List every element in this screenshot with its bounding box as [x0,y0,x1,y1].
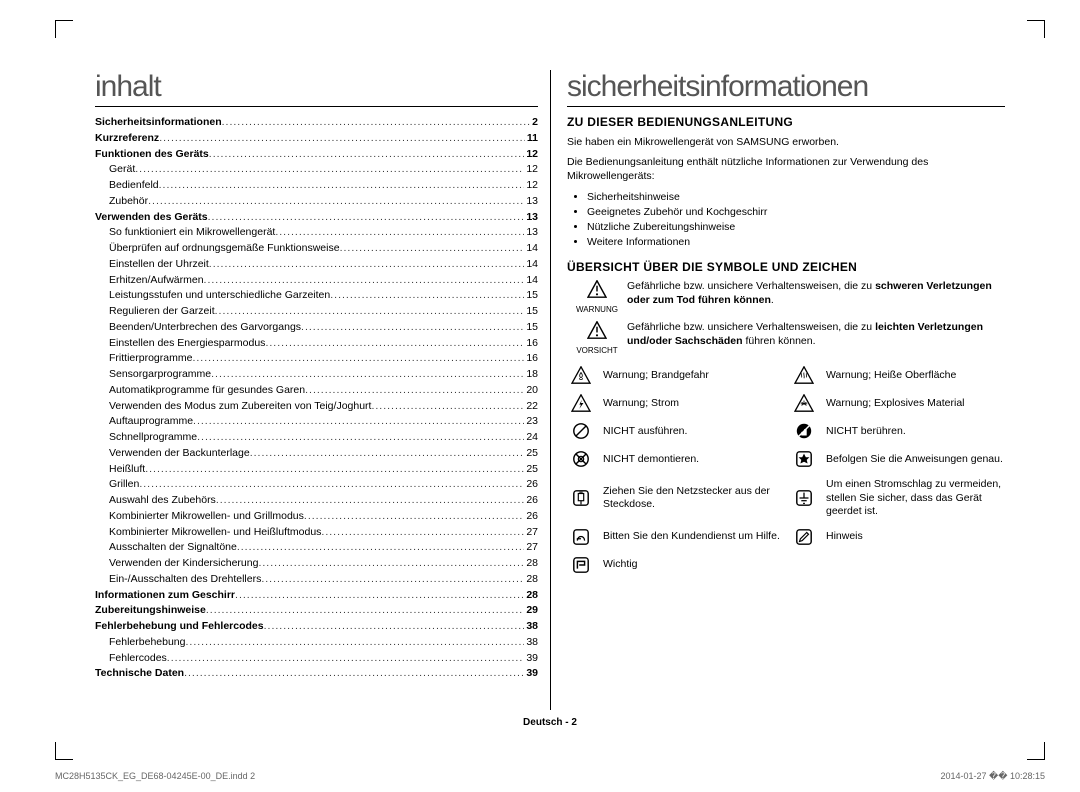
important-icon [567,556,595,574]
crop-mark [1027,20,1045,38]
electric-icon [567,394,595,412]
vorsicht-icon: VORSICHT [567,321,627,356]
no-touch-icon [790,422,818,440]
explosive-icon [790,394,818,412]
toc-row: Kombinierter Mikrowellen- und Heißluftmo… [95,525,538,541]
meta-date: 2014-01-27 �� 10:28:15 [940,771,1045,782]
heading-sicherheit: sicherheitsinformationen [567,70,1005,107]
toc-row: Gerät 12 [95,162,538,178]
toc-row: Frittierprogramme 16 [95,351,538,367]
toc-row: Einstellen des Energiesparmodus 16 [95,336,538,352]
heading-inhalt: inhalt [95,70,538,107]
toc-row: Auftauprogramme 23 [95,414,538,430]
vorsicht-text: Gefährliche bzw. unsichere Verhaltenswei… [627,321,1005,356]
symbol-label: Warnung; Brandgefahr [603,369,782,382]
page-frame: inhalt Sicherheitsinformationen 2Kurzref… [55,20,1045,760]
symbol-label: Bitten Sie den Kundendienst um Hilfe. [603,530,782,543]
toc-row: Zubehör 13 [95,194,538,210]
symbol-label: NICHT berühren. [826,425,1005,438]
bullet-item: Weitere Informationen [587,235,1005,250]
toc-row: Ausschalten der Signaltöne 27 [95,540,538,556]
toc-row: Fehlerbehebung 38 [95,635,538,651]
right-column: sicherheitsinformationen ZU DIESER BEDIE… [550,70,1005,710]
content-columns: inhalt Sicherheitsinformationen 2Kurzref… [95,70,1005,710]
no-disassemble-icon [567,450,595,468]
toc-row: Fehlercodes 39 [95,651,538,667]
no-action-icon [567,422,595,440]
vorsicht-label: VORSICHT [567,346,627,356]
bullet-item: Nützliche Zubereitungshinweise [587,220,1005,235]
crop-mark [55,742,73,760]
toc-row: Sensorgarprogramme 18 [95,367,538,383]
toc-row: Fehlerbehebung und Fehlercodes 38 [95,619,538,635]
symbol-label: Hinweis [826,530,1005,543]
toc-row: Kurzreferenz 11 [95,131,538,147]
bullet-list: SicherheitshinweiseGeeignetes Zubehör un… [567,190,1005,251]
hot-surface-icon [790,366,818,384]
fire-icon [567,366,595,384]
toc-row: Ein-/Ausschalten des Drehtellers 28 [95,572,538,588]
toc-row: Kombinierter Mikrowellen- und Grillmodus… [95,509,538,525]
toc-row: So funktioniert ein Mikrowellengerät 13 [95,225,538,241]
symbol-label: NICHT demontieren. [603,453,782,466]
toc-row: Verwenden der Backunterlage 25 [95,446,538,462]
toc-row: Überprüfen auf ordnungsgemäße Funktionsw… [95,241,538,257]
warnung-label: WARNUNG [567,305,627,315]
page-footer: Deutsch - 2 [55,717,1045,728]
warnung-text: Gefährliche bzw. unsichere Verhaltenswei… [627,280,1005,315]
bullet-item: Sicherheitshinweise [587,190,1005,205]
symbol-label: Wichtig [603,558,782,571]
symbol-label: Um einen Stromschlag zu vermeiden, stell… [826,478,1005,517]
toc-row: Heißluft 25 [95,462,538,478]
toc-row: Bedienfeld 12 [95,178,538,194]
note-icon [790,528,818,546]
toc-row: Sicherheitsinformationen 2 [95,115,538,131]
toc-row: Regulieren der Garzeit 15 [95,304,538,320]
crop-mark [55,20,73,38]
meta-file: MC28H5135CK_EG_DE68-04245E-00_DE.indd 2 [55,771,255,782]
symbol-label: Warnung; Strom [603,397,782,410]
toc-row: Einstellen der Uhrzeit 14 [95,257,538,273]
toc-row: Zubereitungshinweise 29 [95,603,538,619]
left-column: inhalt Sicherheitsinformationen 2Kurzref… [95,70,550,710]
toc-row: Automatikprogramme für gesundes Garen 20 [95,383,538,399]
toc-row: Technische Daten 39 [95,666,538,682]
para: Sie haben ein Mikrowellengerät von SAMSU… [567,135,1005,149]
service-icon [567,528,595,546]
symbol-label: Warnung; Heiße Oberfläche [826,369,1005,382]
toc-row: Erhitzen/Aufwärmen 14 [95,273,538,289]
warnung-icon: WARNUNG [567,280,627,315]
unplug-icon [567,489,595,507]
section-title-1: ZU DIESER BEDIENUNGSANLEITUNG [567,115,1005,129]
table-of-contents: Sicherheitsinformationen 2Kurzreferenz 1… [95,115,538,682]
symbol-label: Warnung; Explosives Material [826,397,1005,410]
warnung-row: WARNUNG Gefährliche bzw. unsichere Verha… [567,280,1005,315]
toc-row: Auswahl des Zubehörs 26 [95,493,538,509]
symbols-grid: Warnung; Brandgefahr Warnung; Heiße Ober… [567,366,1005,583]
symbol-label: Befolgen Sie die Anweisungen genau. [826,453,1005,466]
section-title-2: ÜBERSICHT ÜBER DIE SYMBOLE UND ZEICHEN [567,260,1005,274]
ground-icon [790,489,818,507]
para: Die Bedienungsanleitung enthält nützlich… [567,155,1005,183]
toc-row: Informationen zum Geschirr 28 [95,588,538,604]
follow-instructions-icon [790,450,818,468]
toc-row: Funktionen des Geräts 12 [95,147,538,163]
vorsicht-row: VORSICHT Gefährliche bzw. unsichere Verh… [567,321,1005,356]
symbol-label: NICHT ausführen. [603,425,782,438]
toc-row: Verwenden der Kindersicherung 28 [95,556,538,572]
toc-row: Verwenden des Geräts 13 [95,210,538,226]
toc-row: Grillen 26 [95,477,538,493]
crop-mark [1027,742,1045,760]
toc-row: Beenden/Unterbrechen des Garvorgangs 15 [95,320,538,336]
print-metadata: MC28H5135CK_EG_DE68-04245E-00_DE.indd 2 … [55,771,1045,782]
toc-row: Verwenden des Modus zum Zubereiten von T… [95,399,538,415]
symbol-label: Ziehen Sie den Netzstecker aus der Steck… [603,485,782,511]
bullet-item: Geeignetes Zubehör und Kochgeschirr [587,205,1005,220]
toc-row: Leistungsstufen und unterschiedliche Gar… [95,288,538,304]
toc-row: Schnellprogramme 24 [95,430,538,446]
